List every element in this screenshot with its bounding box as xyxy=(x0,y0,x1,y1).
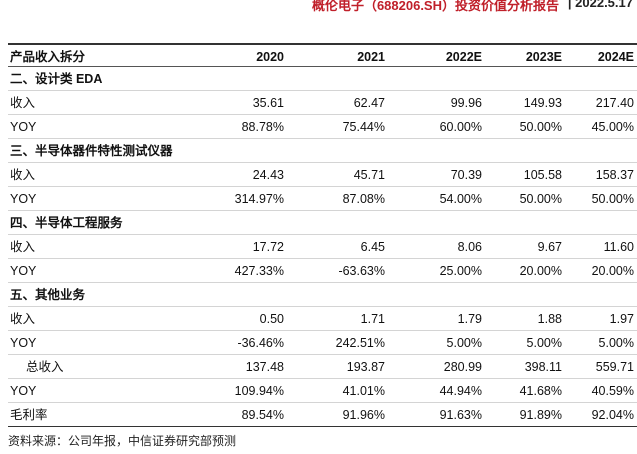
cell-value: 149.93 xyxy=(523,96,562,110)
header-row: 产品收入拆分 2020 2021 2022E 2023E 2024E xyxy=(8,43,637,67)
row-label: YOY xyxy=(10,120,37,134)
cell-value: 60.00% xyxy=(439,120,482,134)
cell-value: 9.67 xyxy=(537,240,562,254)
cell-value: 559.71 xyxy=(595,360,634,374)
data-row: YOY 88.78% 75.44% 60.00% 50.00% 45.00% xyxy=(8,115,637,139)
cell-value: 20.00% xyxy=(519,264,562,278)
report-title: 概伦电子（688206.SH）投资价值分析报告 xyxy=(311,0,559,13)
section-row: 二、设计类 EDA xyxy=(8,67,637,91)
row-label: 收入 xyxy=(10,168,36,182)
row-label: 总收入 xyxy=(26,360,64,374)
cell-value: 0.50 xyxy=(259,312,284,326)
cell-value: 2021 xyxy=(357,50,385,64)
cell-value: 1.71 xyxy=(360,312,385,326)
section-row: 三、半导体器件特性测试仪器 xyxy=(8,139,637,163)
cell-value: 25.00% xyxy=(439,264,482,278)
cell-value: 88.78% xyxy=(241,120,284,134)
cell-value: 44.94% xyxy=(439,384,482,398)
cell-value: -63.63% xyxy=(338,264,385,278)
row-label: 收入 xyxy=(10,312,36,326)
data-row: YOY 427.33% -63.63% 25.00% 20.00% 20.00% xyxy=(8,259,637,283)
row-label: 毛利率 xyxy=(10,408,48,422)
cell-value: 5.00% xyxy=(598,336,634,350)
cell-value: 427.33% xyxy=(234,264,284,278)
data-row: 收入 0.50 1.71 1.79 1.88 1.97 xyxy=(8,307,637,331)
cell-value: 50.00% xyxy=(591,192,634,206)
data-row: YOY 109.94% 41.01% 44.94% 41.68% 40.59% xyxy=(8,379,637,403)
row-label: 产品收入拆分 xyxy=(10,50,86,64)
row-label: YOY xyxy=(10,384,37,398)
cell-value: 40.59% xyxy=(591,384,634,398)
cell-value: 5.00% xyxy=(526,336,562,350)
cell-value: 2024E xyxy=(597,50,634,64)
cell-value: 6.45 xyxy=(360,240,385,254)
data-row: 收入 35.61 62.47 99.96 149.93 217.40 xyxy=(8,91,637,115)
cell-value: 5.00% xyxy=(446,336,482,350)
cell-value: 41.01% xyxy=(342,384,385,398)
data-row: 收入 17.72 6.45 8.06 9.67 11.60 xyxy=(8,235,637,259)
cell-value: 280.99 xyxy=(443,360,482,374)
data-row: YOY 314.97% 87.08% 54.00% 50.00% 50.00% xyxy=(8,187,637,211)
cell-value: 70.39 xyxy=(450,168,482,182)
data-row: 收入 24.43 45.71 70.39 105.58 158.37 xyxy=(8,163,637,187)
data-row: YOY -36.46% 242.51% 5.00% 5.00% 5.00% xyxy=(8,331,637,355)
cell-value: 87.08% xyxy=(342,192,385,206)
cell-value: 105.58 xyxy=(523,168,562,182)
cell-value: 91.63% xyxy=(439,408,482,422)
cell-value: 314.97% xyxy=(234,192,284,206)
cell-value: 158.37 xyxy=(595,168,634,182)
cell-value: 24.43 xyxy=(252,168,284,182)
row-label: 四、半导体工程服务 xyxy=(10,216,123,230)
cell-value: 91.96% xyxy=(342,408,385,422)
section-row: 五、其他业务 xyxy=(8,283,637,307)
row-label: YOY xyxy=(10,336,37,350)
row-label: YOY xyxy=(10,192,37,206)
cell-value: 109.94% xyxy=(234,384,284,398)
cell-value: 92.04% xyxy=(591,408,634,422)
cell-value: 1.88 xyxy=(537,312,562,326)
cell-value: 89.54% xyxy=(241,408,284,422)
cell-value: 242.51% xyxy=(335,336,385,350)
source-note: 资料来源：公司年报，中信证券研究部预测 xyxy=(8,434,237,448)
cell-value: 91.89% xyxy=(519,408,562,422)
row-label: 五、其他业务 xyxy=(10,288,86,302)
cell-value: 62.47 xyxy=(353,96,385,110)
cell-value: 41.68% xyxy=(519,384,562,398)
cell-value: 54.00% xyxy=(439,192,482,206)
cell-value: 217.40 xyxy=(595,96,634,110)
cell-value: 2023E xyxy=(525,50,562,64)
cell-value: 1.79 xyxy=(457,312,482,326)
row-label: 收入 xyxy=(10,96,36,110)
data-row: 毛利率 89.54% 91.96% 91.63% 91.89% 92.04% xyxy=(8,403,637,427)
row-label: 三、半导体器件特性测试仪器 xyxy=(10,144,173,158)
cell-value: 75.44% xyxy=(342,120,385,134)
cell-value: 193.87 xyxy=(346,360,385,374)
section-row: 四、半导体工程服务 xyxy=(8,211,637,235)
cell-value: 99.96 xyxy=(450,96,482,110)
cell-value: -36.46% xyxy=(237,336,284,350)
row-label: 二、设计类 EDA xyxy=(10,72,103,86)
cell-value: 45.00% xyxy=(591,120,634,134)
cell-value: 17.72 xyxy=(252,240,284,254)
cell-value: 11.60 xyxy=(603,240,634,254)
cell-value: 20.00% xyxy=(591,264,634,278)
cell-value: 1.97 xyxy=(609,312,634,326)
cell-value: 50.00% xyxy=(519,192,562,206)
cell-value: 398.11 xyxy=(524,360,562,374)
cell-value: 2022E xyxy=(445,50,482,64)
report-date: | 2022.5.17 xyxy=(567,0,633,10)
cell-value: 35.61 xyxy=(252,96,284,110)
data-row: 总收入 137.48 193.87 280.99 398.11 559.71 xyxy=(8,355,637,379)
cell-value: 50.00% xyxy=(519,120,562,134)
row-label: YOY xyxy=(10,264,37,278)
cell-value: 137.48 xyxy=(245,360,284,374)
row-label: 收入 xyxy=(10,240,36,254)
cell-value: 2020 xyxy=(256,50,284,64)
cell-value: 45.71 xyxy=(353,168,385,182)
cell-value: 8.06 xyxy=(457,240,482,254)
